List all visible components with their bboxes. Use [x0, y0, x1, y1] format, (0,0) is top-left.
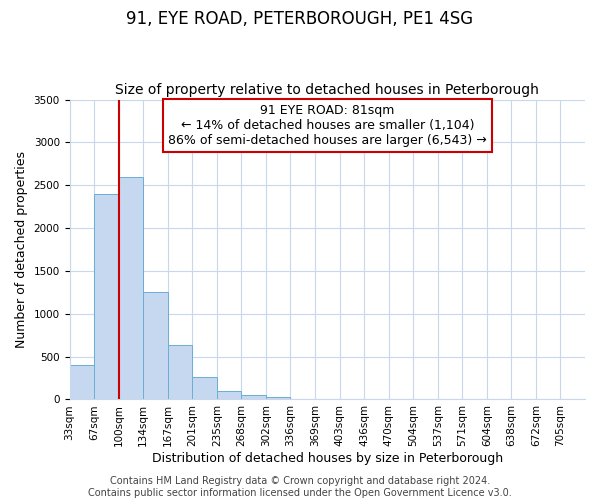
Bar [143, 292, 168, 400]
Bar [192, 377, 217, 400]
Bar [94, 194, 119, 400]
Bar [266, 398, 290, 400]
Bar [168, 346, 192, 400]
Bar [119, 176, 143, 400]
Bar [70, 365, 94, 400]
Bar [241, 395, 266, 400]
Bar [217, 391, 241, 400]
Text: 91, EYE ROAD, PETERBOROUGH, PE1 4SG: 91, EYE ROAD, PETERBOROUGH, PE1 4SG [127, 10, 473, 28]
Text: 91 EYE ROAD: 81sqm
← 14% of detached houses are smaller (1,104)
86% of semi-deta: 91 EYE ROAD: 81sqm ← 14% of detached hou… [168, 104, 487, 147]
Text: Contains HM Land Registry data © Crown copyright and database right 2024.
Contai: Contains HM Land Registry data © Crown c… [88, 476, 512, 498]
X-axis label: Distribution of detached houses by size in Peterborough: Distribution of detached houses by size … [152, 452, 503, 465]
Title: Size of property relative to detached houses in Peterborough: Size of property relative to detached ho… [115, 83, 539, 97]
Y-axis label: Number of detached properties: Number of detached properties [15, 151, 28, 348]
